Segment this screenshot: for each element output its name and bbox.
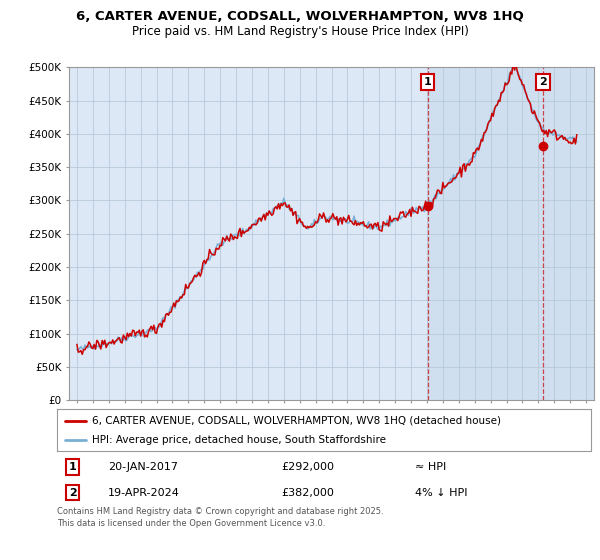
Text: 19-APR-2024: 19-APR-2024 xyxy=(108,488,179,498)
Text: HPI: Average price, detached house, South Staffordshire: HPI: Average price, detached house, Sout… xyxy=(92,435,386,445)
Text: £382,000: £382,000 xyxy=(281,488,334,498)
Text: ≈ HPI: ≈ HPI xyxy=(415,462,446,472)
Text: 6, CARTER AVENUE, CODSALL, WOLVERHAMPTON, WV8 1HQ (detached house): 6, CARTER AVENUE, CODSALL, WOLVERHAMPTON… xyxy=(92,416,501,426)
Text: £292,000: £292,000 xyxy=(281,462,334,472)
Text: 6, CARTER AVENUE, CODSALL, WOLVERHAMPTON, WV8 1HQ: 6, CARTER AVENUE, CODSALL, WOLVERHAMPTON… xyxy=(76,10,524,23)
Text: 2: 2 xyxy=(69,488,76,498)
Text: Price paid vs. HM Land Registry's House Price Index (HPI): Price paid vs. HM Land Registry's House … xyxy=(131,25,469,38)
Text: 20-JAN-2017: 20-JAN-2017 xyxy=(108,462,178,472)
Text: 1: 1 xyxy=(69,462,76,472)
Text: 2: 2 xyxy=(539,77,547,87)
Bar xyxy=(428,67,594,400)
Text: Contains HM Land Registry data © Crown copyright and database right 2025.
This d: Contains HM Land Registry data © Crown c… xyxy=(57,507,383,528)
Text: 1: 1 xyxy=(424,77,432,87)
Text: 4% ↓ HPI: 4% ↓ HPI xyxy=(415,488,467,498)
